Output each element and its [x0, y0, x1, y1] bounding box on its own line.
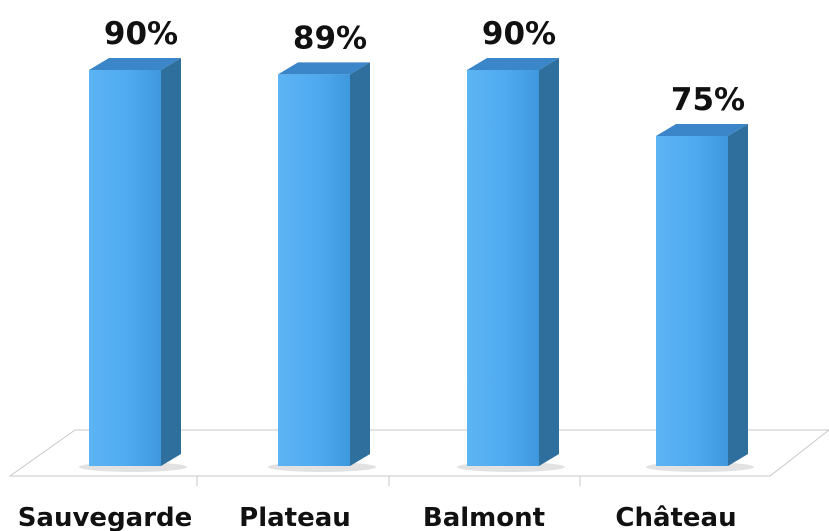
category-label-balmont: Balmont — [423, 503, 545, 531]
bar-front-face — [278, 74, 350, 467]
value-label-plateau: 89% — [293, 20, 367, 56]
bars-layer — [79, 58, 754, 472]
bar-top-face — [467, 58, 559, 70]
value-label-sauvegarde: 90% — [104, 16, 178, 52]
bar-front-face — [89, 70, 161, 466]
bar-front-face — [467, 70, 539, 466]
bar-chateau — [656, 124, 748, 466]
category-label-plateau: Plateau — [239, 503, 351, 531]
bar-plateau — [278, 62, 370, 467]
bar-side-face — [728, 124, 748, 466]
category-label-chateau: Château — [615, 503, 736, 531]
bar-front-face — [656, 136, 728, 466]
category-label-sauvegarde: Sauvegarde — [18, 503, 193, 531]
category-labels-layer: Sauvegarde Plateau Balmont Château — [18, 476, 737, 531]
bar-side-face — [161, 58, 181, 466]
value-label-chateau: 75% — [671, 82, 745, 118]
bar-top-face — [89, 58, 181, 70]
value-label-balmont: 90% — [482, 16, 556, 52]
bar-top-face — [656, 124, 748, 136]
bar-top-face — [278, 62, 370, 75]
bar-balmont — [467, 58, 559, 466]
chart-floor — [8, 429, 829, 477]
bar-side-face — [539, 58, 559, 466]
bar-sauvegarde — [89, 58, 181, 466]
bar-side-face — [350, 62, 370, 467]
value-labels-layer: 90% 89% 90% 75% — [104, 16, 745, 118]
